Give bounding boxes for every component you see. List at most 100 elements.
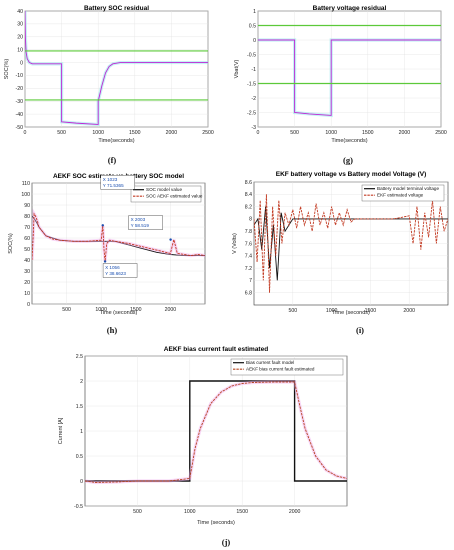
x-tick-label: 1000 [325, 130, 337, 136]
data-tip-box [102, 263, 138, 278]
series-line-1 [85, 381, 347, 483]
x-axis-label: Time (seconds) [100, 310, 138, 316]
y-tick-label: -2.5 [247, 110, 256, 116]
y-tick-label: -40 [16, 112, 24, 118]
y-tick-label: -0.5 [247, 52, 256, 58]
y-tick-label: -1.5 [247, 81, 256, 87]
y-tick-label: 60 [24, 236, 30, 242]
y-tick-label: 20 [17, 35, 23, 41]
legend-box [230, 358, 344, 376]
data-tip-x: X 1023 [103, 177, 118, 182]
x-tick-label: 1500 [365, 308, 377, 314]
y-axis-label: Current [A] [58, 417, 64, 444]
y-tick-label: 1 [80, 429, 83, 435]
y-tick-label: -1 [251, 67, 256, 73]
data-tip-point [101, 224, 104, 227]
y-tick-label: 0 [27, 302, 30, 308]
series-line-0 [85, 380, 347, 482]
figure-caption: (h) [107, 325, 118, 335]
x-tick-label: 2000 [399, 130, 411, 136]
y-tick-label: -20 [16, 86, 24, 92]
y-tick-label: 0.5 [249, 23, 256, 29]
legend-label: AEKF bias current fault estimated [246, 367, 315, 372]
series-line-1 [32, 212, 205, 262]
y-tick-label: 40 [24, 258, 30, 264]
legend-label: Battery model terminal voltage [377, 186, 439, 191]
y-tick-label: 6.8 [245, 291, 252, 297]
y-tick-label: 100 [21, 192, 30, 198]
y-tick-label: 0 [253, 38, 256, 44]
x-tick-label: 500 [288, 308, 297, 314]
legend-label: EKF estimated voltage [377, 193, 424, 198]
y-tick-label: 7 [249, 278, 252, 284]
x-tick-label: 2500 [435, 130, 447, 136]
y-tick-label: 110 [22, 181, 30, 187]
y-tick-label: 50 [24, 247, 30, 253]
legend-box [361, 184, 445, 202]
series-line-1 [254, 194, 448, 293]
y-tick-label: 30 [24, 269, 30, 275]
y-tick-label: 0 [80, 479, 83, 485]
y-tick-label: 8.6 [245, 180, 252, 186]
legend-label: SOC model value [146, 187, 182, 192]
y-tick-label: -2 [251, 96, 256, 102]
y-tick-label: 8.2 [245, 204, 252, 210]
y-tick-label: 7.8 [245, 229, 252, 235]
x-tick-label: 1000 [326, 308, 338, 314]
x-axis-label: Time(seconds) [98, 138, 134, 144]
plot-area [24, 10, 209, 128]
y-tick-label: 2 [80, 379, 83, 385]
data-tip-y: Y 71.5365 [103, 183, 124, 188]
y-tick-label: 2.5 [76, 354, 83, 360]
y-axis-label: Vbat(V) [234, 60, 240, 79]
chart-title: EKF battery voltage vs Battery model Vol… [276, 171, 427, 178]
y-tick-label: -3 [251, 125, 256, 131]
y-tick-label: 80 [24, 214, 30, 220]
x-tick-label: 500 [57, 130, 66, 136]
y-tick-label: 8.4 [245, 192, 252, 198]
y-tick-label: 10 [17, 47, 23, 53]
x-axis-label: Time (seconds) [197, 520, 235, 526]
chart-i: 500 1000 1500 2000 8.6 8.4 8.2 8 7.8 7.6 7.4 7.2 7 6.… [232, 171, 449, 335]
y-tick-label: 1.5 [76, 404, 83, 410]
y-tick-label: -10 [16, 73, 24, 79]
series-line-0 [258, 39, 441, 116]
x-tick-label: 0 [257, 130, 260, 136]
x-tick-label: 1500 [236, 509, 248, 515]
y-tick-label: -0.5 [74, 504, 83, 510]
figure-caption: (f) [108, 155, 117, 165]
data-tip-y: Y 58.519 [131, 223, 150, 228]
x-tick-label: 2000 [166, 130, 178, 136]
data-tip-x: X 1056 [105, 265, 120, 270]
chart-g: 0 500 1000 1500 2000 2500 1 0.5 0 -0.5 -1 -1.5 -2 -2.… [234, 5, 447, 165]
chart-h: 500 1000 1500 20001101009080706050403020100… [8, 173, 206, 335]
y-tick-label: 70 [24, 225, 30, 231]
x-tick-label: 500 [290, 130, 299, 136]
x-tick-label: 2000 [289, 509, 301, 515]
y-tick-label: 7.2 [245, 266, 252, 272]
y-tick-label: 20 [24, 280, 30, 286]
legend-label: SOC AEKF estimated value [146, 194, 203, 199]
y-tick-label: 8 [249, 217, 252, 223]
y-tick-label: 90 [24, 203, 30, 209]
x-tick-label: 500 [62, 307, 71, 313]
chart-title: AEKF bias current fault estimated [164, 346, 268, 353]
data-tip-point [169, 238, 172, 241]
x-tick-label: 0 [24, 130, 27, 136]
x-tick-label: 500 [133, 509, 142, 515]
y-tick-label: 0.5 [76, 454, 83, 460]
x-tick-label: 1500 [362, 130, 374, 136]
data-tip-x: X 2003 [131, 217, 146, 222]
y-axis-label: SOC(%) [4, 59, 10, 80]
x-tick-label: 1000 [92, 130, 104, 136]
data-tip-y: Y 38.6623 [105, 271, 126, 276]
chart-title: Battery SOC residual [84, 5, 149, 12]
x-tick-label: 2000 [165, 307, 177, 313]
y-tick-label: -50 [16, 125, 24, 131]
x-tick-label: 1500 [130, 307, 142, 313]
y-axis-label: SOC(%) [8, 233, 14, 254]
data-tip-point [103, 260, 107, 263]
y-tick-label: -30 [16, 99, 24, 105]
data-tip-box [100, 175, 135, 190]
